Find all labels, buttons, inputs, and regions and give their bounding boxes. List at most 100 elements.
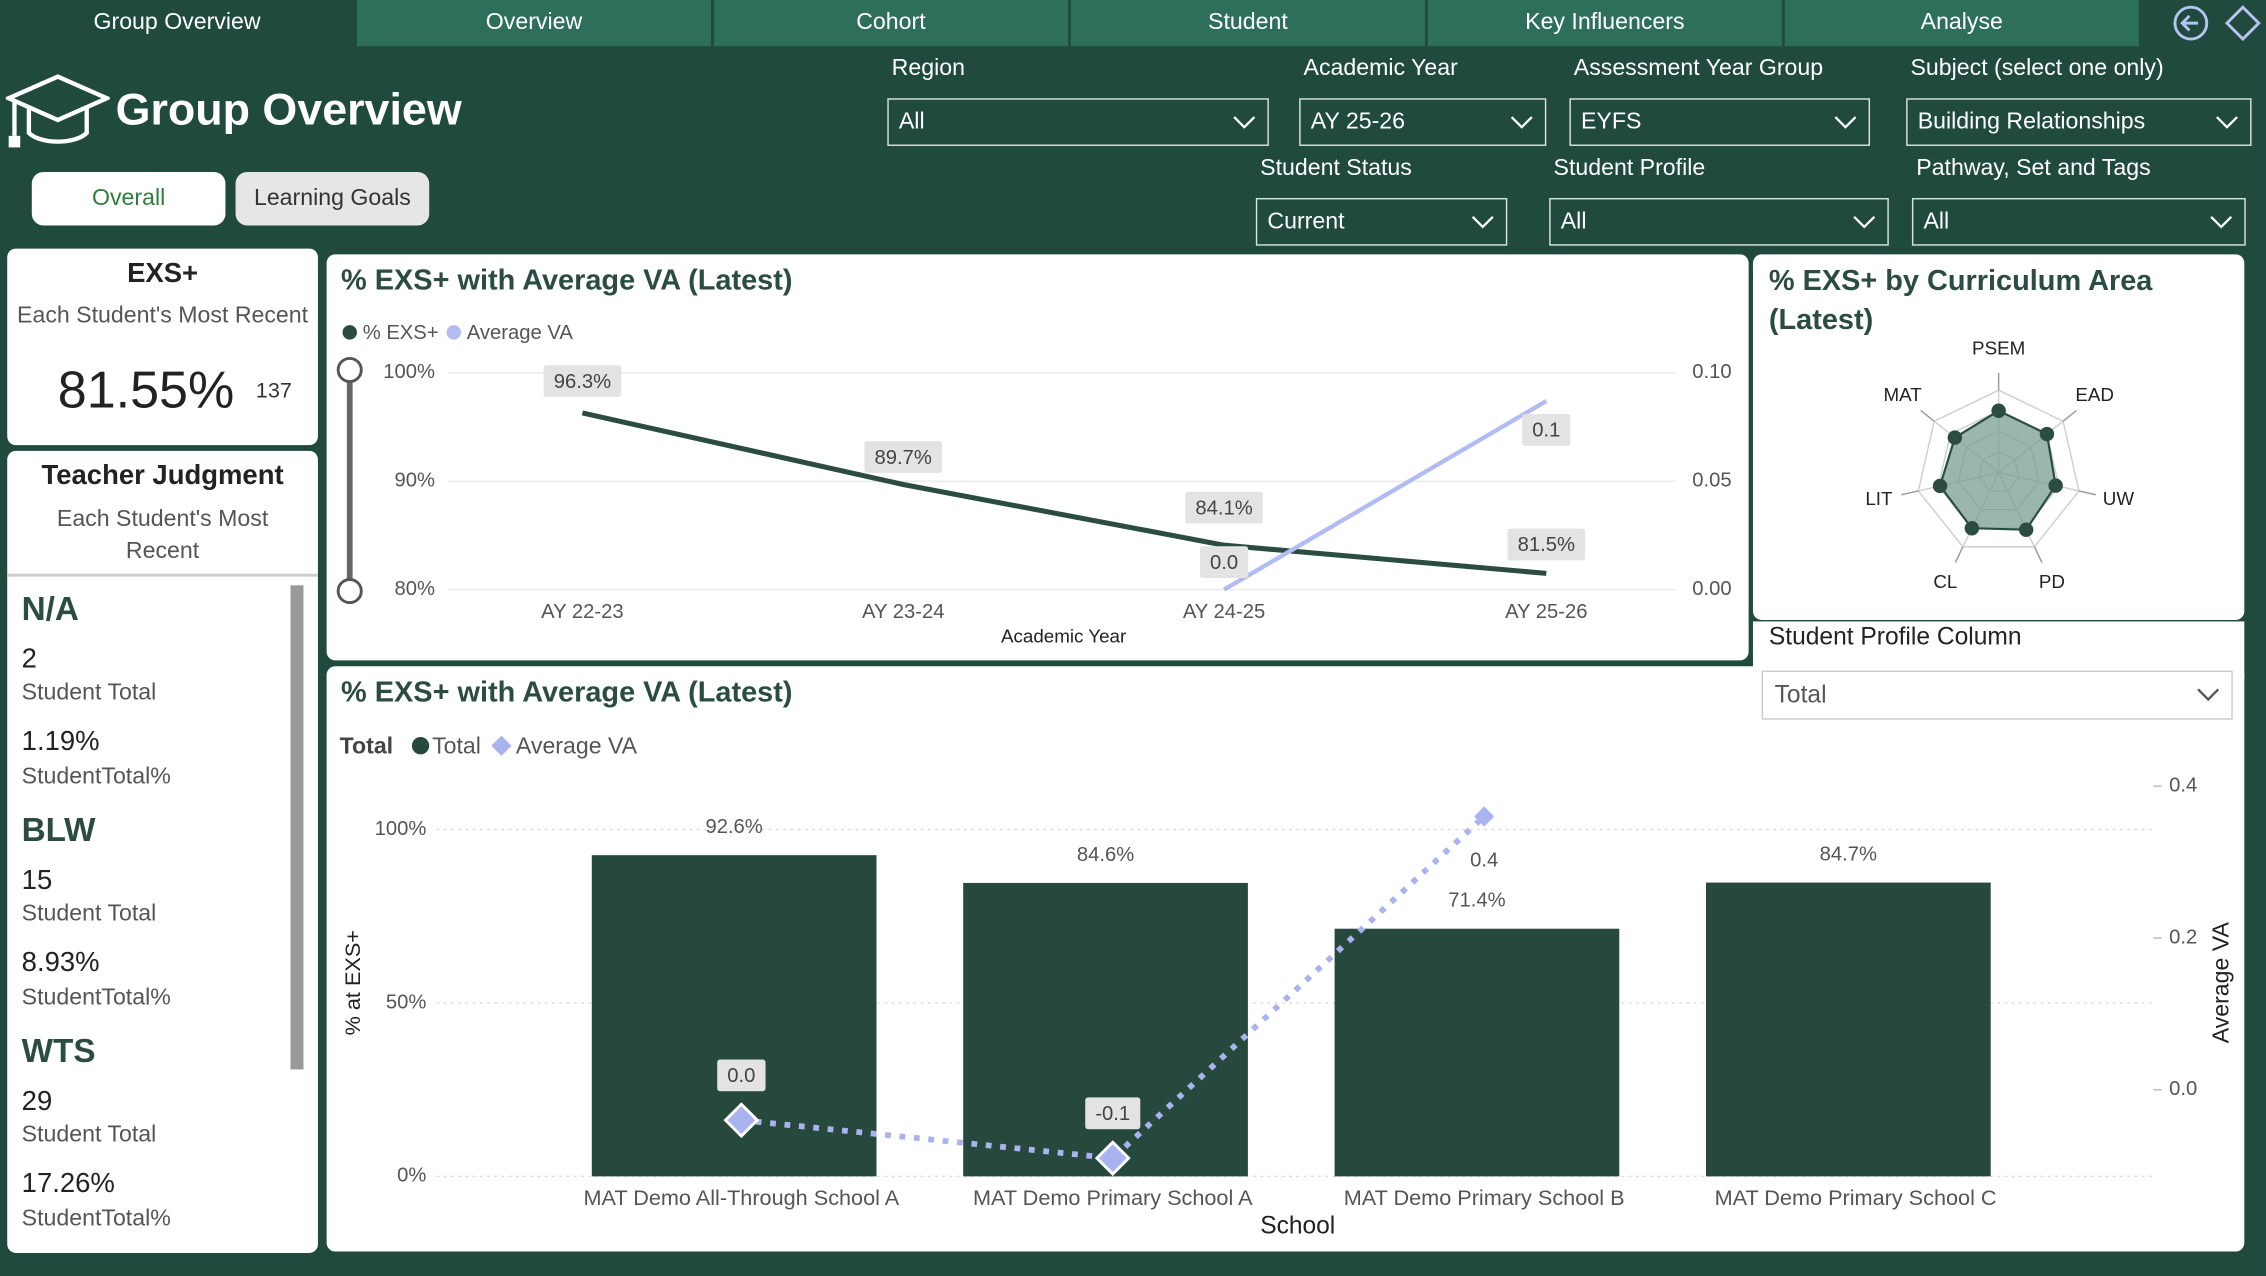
chart-title: % EXS+ with Average VA (Latest) bbox=[341, 264, 792, 296]
legend-marker bbox=[491, 735, 512, 756]
line-chart-panel bbox=[326, 254, 1749, 661]
va-marker bbox=[723, 1102, 760, 1139]
data-label: -0.1 bbox=[1095, 1103, 1130, 1125]
x-tick-label: MAT Demo Primary School C bbox=[1715, 1185, 1997, 1210]
data-label: 92.6% bbox=[705, 816, 762, 838]
group-percent: 17.26% bbox=[21, 1169, 115, 1200]
y-tick-label: 0% bbox=[397, 1165, 426, 1187]
toggle-button[interactable]: Overall bbox=[31, 171, 226, 226]
x-tick-label: MAT Demo Primary School B bbox=[1344, 1185, 1625, 1210]
data-label-bg bbox=[1507, 528, 1586, 561]
va-line bbox=[741, 814, 1487, 1162]
judgment-title: Teacher Judgment bbox=[41, 461, 284, 492]
y2-tick-label: 0.10 bbox=[1692, 361, 1731, 383]
dropdown[interactable]: Building Relationships bbox=[1906, 98, 2252, 146]
y-tick-label: 100% bbox=[375, 818, 427, 840]
data-label: 0.0 bbox=[1210, 552, 1238, 574]
data-label-bg bbox=[543, 365, 622, 398]
dropdown[interactable]: EYFS bbox=[1569, 98, 1871, 146]
y-tick-label: 100% bbox=[383, 361, 435, 383]
filter-label: Subject (select one only) bbox=[1910, 56, 2164, 81]
kpi-count: 137 bbox=[255, 378, 292, 404]
series-line bbox=[581, 410, 1547, 576]
nav-tab[interactable]: Group Overview bbox=[0, 0, 355, 47]
group-total-label: Student Total bbox=[21, 901, 157, 927]
axis-label: UW bbox=[2103, 488, 2135, 509]
nav-tab[interactable]: Cohort bbox=[713, 0, 1068, 47]
nav-tab[interactable]: Key Influencers bbox=[1427, 0, 1782, 47]
radar-point bbox=[1947, 430, 1963, 445]
chevron bbox=[2216, 115, 2238, 129]
kpi-subtitle: Each Student's Most Recent bbox=[17, 303, 309, 329]
nav-icons[interactable] bbox=[2168, 3, 2266, 43]
slicer-label: Student Profile Column bbox=[1768, 622, 2022, 651]
y2-tick-label: 0.05 bbox=[1692, 470, 1731, 492]
y-tick-label: 50% bbox=[386, 991, 426, 1013]
label-leader bbox=[2062, 409, 2078, 422]
dropdown[interactable]: All bbox=[887, 98, 1269, 146]
x-tick-label: AY 23-24 bbox=[862, 601, 944, 623]
judgment-subtitle: Each Student's Most Recent bbox=[56, 507, 269, 564]
toggle-button[interactable]: Learning Goals bbox=[235, 171, 430, 226]
chevron bbox=[1471, 215, 1494, 228]
legend-marker bbox=[411, 737, 430, 755]
x-axis-label: School bbox=[1260, 1212, 1335, 1239]
kpi-card bbox=[7, 248, 318, 446]
data-label: 71.4% bbox=[1448, 890, 1505, 912]
nav-tab[interactable]: Student bbox=[1070, 0, 1425, 47]
dropdown[interactable]: Total bbox=[1761, 670, 2233, 720]
axis-label: LIT bbox=[1865, 488, 1893, 509]
data-label-bg bbox=[717, 1059, 766, 1092]
group-percent-label: StudentTotal% bbox=[21, 985, 171, 1011]
axis-label: CL bbox=[1933, 571, 1957, 592]
legend-label: Average VA bbox=[516, 732, 638, 758]
dropdown[interactable]: All bbox=[1911, 197, 2246, 246]
x-tick-label: AY 22-23 bbox=[541, 601, 623, 623]
y2-tick-label: 0.4 bbox=[2169, 775, 2197, 797]
legend-label: Total bbox=[432, 732, 481, 758]
nav-tab[interactable]: Overview bbox=[356, 0, 712, 47]
x-axis-label: Academic Year bbox=[1001, 625, 1126, 646]
x-tick-label: MAT Demo All-Through School A bbox=[583, 1185, 899, 1210]
y2-tick-label: 0.00 bbox=[1692, 578, 1731, 600]
y2-tick-label: 0.0 bbox=[2169, 1078, 2197, 1100]
group-name: WTS bbox=[21, 1031, 96, 1070]
data-label: 84.7% bbox=[1820, 843, 1877, 865]
dropdown[interactable]: AY 25-26 bbox=[1299, 98, 1547, 146]
group-name: BLW bbox=[21, 810, 96, 849]
y2-tick-label: 0.2 bbox=[2169, 926, 2197, 948]
va-marker bbox=[1094, 1140, 1131, 1177]
data-label-bg bbox=[1085, 1097, 1141, 1130]
bar bbox=[1334, 928, 1620, 1177]
group-total: 29 bbox=[21, 1086, 53, 1118]
radar-point bbox=[1991, 403, 2006, 419]
radar-point bbox=[1964, 521, 1980, 536]
bar bbox=[963, 882, 1248, 1177]
group-percent-label: StudentTotal% bbox=[21, 764, 171, 790]
nav-tab[interactable]: Analyse bbox=[1784, 0, 2139, 47]
legend-label: Average VA bbox=[467, 322, 574, 344]
data-label: 0.0 bbox=[727, 1065, 755, 1087]
bar bbox=[1705, 882, 1991, 1177]
legend-marker bbox=[446, 325, 462, 340]
va-marker bbox=[1474, 806, 1495, 827]
dropdown[interactable]: Current bbox=[1255, 197, 1508, 246]
filter-label: Assessment Year Group bbox=[1573, 56, 1824, 81]
filter-label: Academic Year bbox=[1303, 56, 1458, 81]
slicer-handle bbox=[336, 578, 363, 605]
legend-marker bbox=[342, 325, 357, 340]
divider bbox=[7, 573, 318, 577]
axis-label: PSEM bbox=[1972, 338, 2025, 359]
label-leader bbox=[1920, 409, 1935, 422]
chevron bbox=[1834, 115, 1857, 129]
group-total-label: Student Total bbox=[21, 680, 157, 706]
group-total: 2 bbox=[21, 644, 37, 675]
x-tick-label: MAT Demo Primary School A bbox=[973, 1185, 1253, 1210]
chart-title: % EXS+ with Average VA (Latest) bbox=[341, 676, 792, 708]
scrollbar bbox=[290, 585, 304, 1070]
filter-label: Student Profile bbox=[1553, 156, 1706, 181]
dropdown[interactable]: All bbox=[1549, 197, 1889, 246]
data-label-bg bbox=[1185, 491, 1263, 524]
